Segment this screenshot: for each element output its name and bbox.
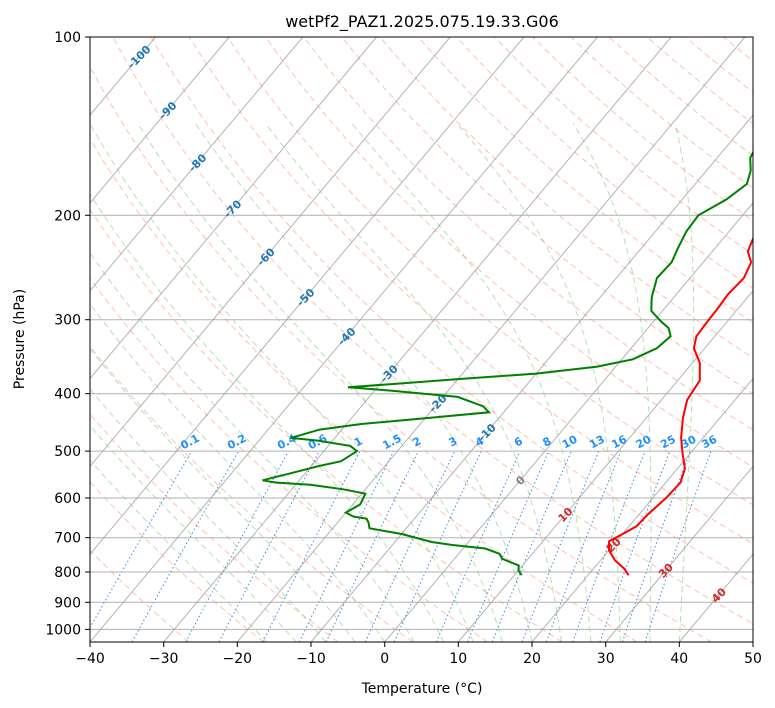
mixing-ratio-label: 25 bbox=[658, 433, 678, 452]
dry-adiabat-line bbox=[90, 138, 638, 642]
dry-adiabat-line bbox=[379, 37, 753, 359]
mixing-ratio-line bbox=[298, 450, 395, 642]
mixing-ratio-label: 16 bbox=[609, 433, 629, 452]
temperature-line bbox=[607, 236, 753, 576]
mixing-ratio-label: 13 bbox=[587, 433, 607, 452]
isotherm-line bbox=[90, 37, 377, 380]
isotherm-line bbox=[90, 37, 598, 642]
x-tick-label: 30 bbox=[597, 651, 615, 667]
mixing-ratio-line bbox=[131, 450, 239, 642]
isotherm-line bbox=[605, 465, 753, 642]
x-tick-label: 40 bbox=[670, 651, 688, 667]
y-axis-label: Pressure (hPa) bbox=[12, 289, 28, 389]
dry-adiabat-line bbox=[570, 37, 753, 189]
dry-adiabat-line bbox=[90, 208, 563, 642]
x-tick-label: −10 bbox=[296, 651, 326, 667]
x-tick-label: 50 bbox=[744, 651, 762, 667]
x-tick-label: 10 bbox=[449, 651, 467, 667]
y-tick-label: 100 bbox=[54, 30, 81, 46]
dry-adiabat-line bbox=[150, 37, 753, 584]
mixing-ratio-line bbox=[621, 450, 691, 642]
y-axis: 100 200 300 400 500 600 700 800 900 1000 bbox=[45, 30, 90, 638]
dry-adiabat-line bbox=[112, 37, 753, 625]
dry-adiabat-line bbox=[227, 37, 753, 506]
y-tick-label: 600 bbox=[54, 491, 81, 507]
isotherm-line bbox=[384, 202, 753, 642]
plot-frame bbox=[89, 36, 754, 643]
y-tick-label: 900 bbox=[54, 595, 81, 611]
isotherm-line bbox=[90, 37, 525, 555]
isotherm-line bbox=[163, 37, 672, 642]
x-tick-label: −20 bbox=[223, 651, 253, 667]
moist-adiabat-line bbox=[90, 459, 268, 642]
x-tick-label: −40 bbox=[75, 651, 105, 667]
mixing-ratio-line bbox=[491, 450, 572, 642]
mixing-ratio-line bbox=[325, 450, 419, 642]
moist-adiabat-line bbox=[90, 252, 415, 642]
mixing-ratio-line bbox=[185, 450, 289, 642]
mixing-ratio-line bbox=[364, 450, 456, 642]
dry-adiabat-line bbox=[90, 345, 414, 642]
isotherm-line bbox=[531, 377, 753, 642]
x-axis: −40 −30 −20 −10 0 10 20 30 40 50 bbox=[75, 642, 762, 667]
y-tick-label: 200 bbox=[54, 208, 81, 224]
mixing-ratio-label: 36 bbox=[700, 433, 720, 452]
y-tick-label: 400 bbox=[54, 387, 81, 403]
mixing-ratio-label: 30 bbox=[679, 433, 699, 452]
dry-adiabat-line bbox=[532, 37, 753, 222]
y-tick-label: 800 bbox=[54, 565, 81, 581]
isotherm-line bbox=[90, 37, 230, 204]
x-axis-label: Temperature (°C) bbox=[361, 681, 483, 697]
x-tick-label: −30 bbox=[149, 651, 179, 667]
mixing-ratio-line bbox=[467, 450, 550, 642]
dry-adiabat-line bbox=[188, 37, 753, 545]
isotherm-line bbox=[90, 37, 451, 468]
mixing-ratio-label: 10 bbox=[560, 433, 580, 452]
dewpoint-line bbox=[262, 150, 753, 576]
mixing-ratio-lines bbox=[90, 450, 712, 642]
mixing-ratio-line bbox=[90, 450, 193, 629]
mixing-ratio-label: 20 bbox=[634, 433, 654, 452]
y-tick-label: 700 bbox=[54, 531, 81, 547]
mixing-ratio-line bbox=[599, 450, 671, 642]
isotherm-line bbox=[236, 37, 746, 642]
dry-adiabat-line bbox=[90, 481, 264, 642]
isotherm-line bbox=[90, 37, 304, 292]
x-tick-label: 0 bbox=[380, 651, 389, 667]
isotherm-lines bbox=[90, 37, 753, 642]
moist-adiabat-line bbox=[90, 302, 386, 642]
dry-adiabat-line bbox=[341, 37, 753, 395]
y-tick-label: 1000 bbox=[45, 622, 81, 638]
mixing-ratio-line bbox=[644, 450, 712, 642]
dry-adiabat-line bbox=[90, 65, 712, 642]
chart-title: wetPf2_PAZ1.2025.075.19.33.G06 bbox=[285, 12, 559, 32]
isotherm-line bbox=[310, 114, 753, 642]
mixing-ratio-line bbox=[393, 450, 482, 642]
dry-adiabat-line bbox=[494, 37, 753, 255]
x-tick-label: 20 bbox=[523, 651, 541, 667]
y-tick-label: 300 bbox=[54, 313, 81, 329]
y-tick-label: 500 bbox=[54, 444, 81, 460]
dry-adiabat-line bbox=[303, 37, 753, 431]
isotherm-line bbox=[457, 289, 753, 642]
